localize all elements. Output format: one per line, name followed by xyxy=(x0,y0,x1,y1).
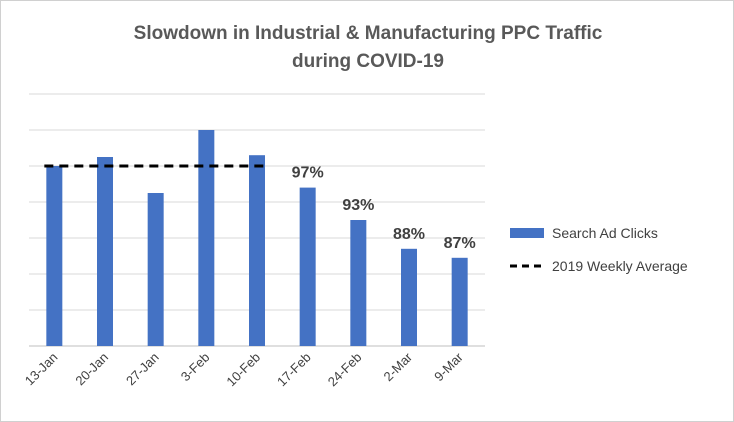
x-tick-label: 17-Feb xyxy=(274,350,314,390)
bar xyxy=(147,193,164,346)
bar xyxy=(198,130,215,346)
x-tick-label: 3-Feb xyxy=(178,350,213,385)
legend: Search Ad Clicks 2019 Weekly Average xyxy=(510,225,688,274)
bar xyxy=(249,155,265,346)
legend-bar-label: Search Ad Clicks xyxy=(552,225,658,241)
bar xyxy=(401,248,417,346)
bar xyxy=(451,257,468,346)
data-label: 97% xyxy=(292,165,324,182)
x-tick-label: 13-Jan xyxy=(22,350,61,389)
bar-series xyxy=(46,130,468,346)
x-tick-label: 9-Mar xyxy=(431,349,466,384)
x-tick-label: 20-Jan xyxy=(72,350,111,389)
x-tick-label: 27-Jan xyxy=(123,350,162,389)
chart-title-line1: Slowdown in Industrial & Manufacturing P… xyxy=(134,23,603,44)
x-tick-label: 24-Feb xyxy=(325,350,365,390)
data-label: 87% xyxy=(444,235,476,252)
x-tick-labels: 13-Jan 20-Jan 27-Jan 3-Feb 10-Feb 17-Feb 24-Fe… xyxy=(22,349,467,389)
x-tick-label: 10-Feb xyxy=(223,350,263,390)
legend-bar-swatch xyxy=(510,228,544,238)
bar xyxy=(350,220,367,346)
legend-line-label: 2019 Weekly Average xyxy=(552,258,688,274)
data-label: 88% xyxy=(393,226,425,243)
bar xyxy=(97,157,113,346)
bar xyxy=(46,166,63,346)
x-tick-label: 2-Mar xyxy=(381,349,416,384)
bar xyxy=(299,187,316,346)
data-label: 93% xyxy=(342,197,374,214)
data-labels: 97% 93% 88% 87% xyxy=(292,165,476,252)
chart-title-line2: during COVID-19 xyxy=(292,51,444,72)
